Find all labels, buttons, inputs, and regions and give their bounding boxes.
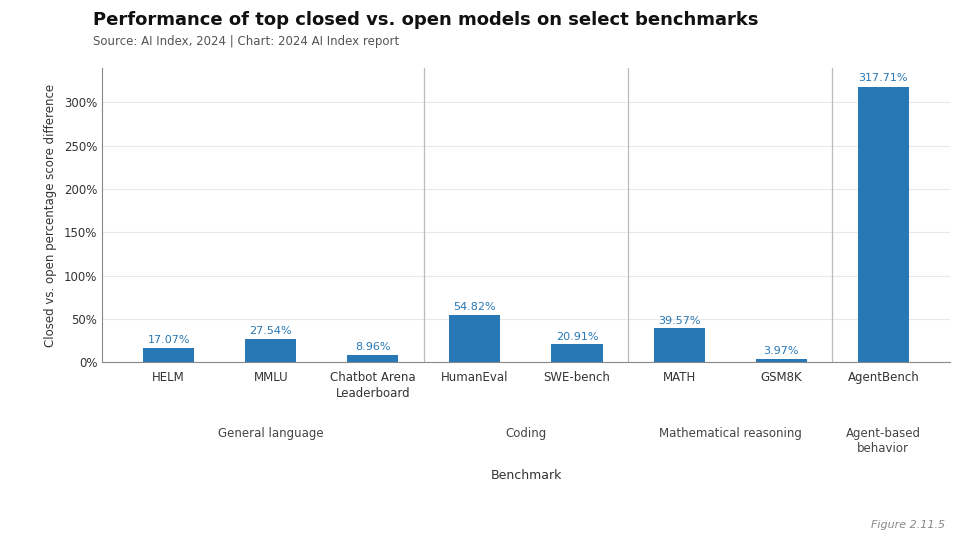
Text: Agent-based
behavior: Agent-based behavior <box>845 427 920 456</box>
Text: Benchmark: Benchmark <box>490 469 562 481</box>
Text: Source: AI Index, 2024 | Chart: 2024 AI Index report: Source: AI Index, 2024 | Chart: 2024 AI … <box>93 35 398 48</box>
Y-axis label: Closed vs. open percentage score difference: Closed vs. open percentage score differe… <box>44 83 57 347</box>
Bar <box>245 339 296 362</box>
Bar <box>348 355 398 362</box>
Bar <box>756 359 806 362</box>
Text: Performance of top closed vs. open models on select benchmarks: Performance of top closed vs. open model… <box>93 11 758 29</box>
Bar <box>551 344 603 362</box>
Text: 8.96%: 8.96% <box>356 342 391 352</box>
Text: 39.57%: 39.57% <box>657 315 700 326</box>
Bar <box>449 315 501 362</box>
Bar <box>143 348 194 362</box>
Text: General language: General language <box>218 427 323 440</box>
Text: 54.82%: 54.82% <box>454 302 496 312</box>
Text: Figure 2.11.5: Figure 2.11.5 <box>871 520 945 530</box>
Bar <box>858 87 909 362</box>
Text: Mathematical reasoning: Mathematical reasoning <box>658 427 802 440</box>
Text: Coding: Coding <box>506 427 546 440</box>
Bar <box>654 328 704 362</box>
Text: 317.71%: 317.71% <box>858 72 908 83</box>
Text: 3.97%: 3.97% <box>764 346 799 357</box>
Text: 27.54%: 27.54% <box>249 326 292 336</box>
Text: 17.07%: 17.07% <box>147 335 190 345</box>
Text: 20.91%: 20.91% <box>556 332 598 342</box>
